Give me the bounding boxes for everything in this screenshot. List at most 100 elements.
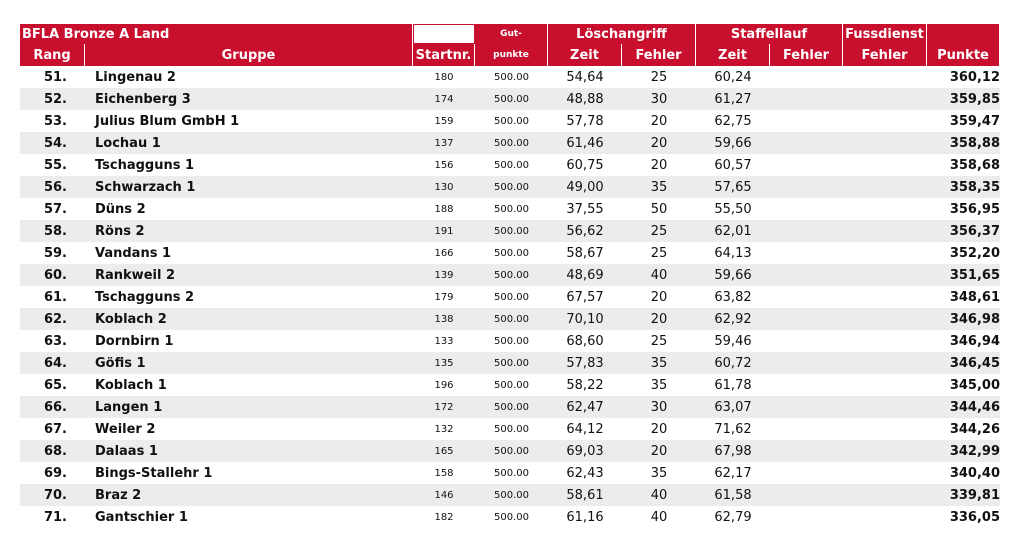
cell: Lochau 1 [95,135,161,151]
cell: 67. [43,421,67,437]
cell: 500.00 [494,489,529,501]
cell: 59,46 [714,333,752,349]
column-header: punkte [475,44,548,66]
cell: 165 [434,445,454,457]
cell: 359,85 [949,91,1000,107]
cell: Koblach 1 [95,377,167,393]
cell: 344,46 [949,399,1000,415]
cell: 137 [434,137,454,149]
cell: 360,12 [949,69,1000,85]
cell: 500.00 [494,401,529,413]
cell: 500.00 [494,423,529,435]
cell: 67,98 [714,443,752,459]
column-header: Fehler [622,44,696,66]
cell: Dornbirn 1 [95,333,174,349]
cell: 500.00 [494,291,529,303]
cell: Schwarzach 1 [95,179,196,195]
cell: 40 [650,267,668,283]
cell: Koblach 2 [95,311,167,327]
cell: 59. [43,245,67,261]
cell: 59,66 [714,267,752,283]
cell: 500.00 [494,379,529,391]
cell: Göfis 1 [95,355,146,371]
cell: 58,61 [566,487,604,503]
cell: 146 [434,489,454,501]
cell: 135 [434,357,454,369]
cell: 20 [650,135,668,151]
column-header: Startnr. [413,44,475,66]
cell: 500.00 [494,335,529,347]
cell: 50 [650,201,668,217]
cell: 500.00 [494,137,529,149]
cell: 51. [43,69,67,85]
column-header: Fehler [770,44,843,66]
cell: 71. [43,509,67,525]
cell: Röns 2 [95,223,145,239]
cell: 20 [650,157,668,173]
cell: 54,64 [566,69,604,85]
cell: Vandans 1 [95,245,172,261]
cell: 35 [650,355,668,371]
cell: 60. [43,267,67,283]
cell: 57,65 [714,179,752,195]
cell: 62,47 [566,399,604,415]
cell: 132 [434,423,454,435]
cell: 66. [43,399,67,415]
cell: 345,00 [949,377,1000,393]
cell: 59,66 [714,135,752,151]
cell: 64,13 [714,245,752,261]
cell: 500.00 [494,313,529,325]
cell: 62,17 [714,465,752,481]
cell: 62,79 [714,509,752,525]
cell: 182 [434,511,454,523]
cell: 71,62 [714,421,752,437]
cell: 61,78 [714,377,752,393]
cell: 500.00 [494,93,529,105]
cell: Bings-Stallehr 1 [95,465,213,481]
cell: 346,94 [949,333,1000,349]
cell: 500.00 [494,181,529,193]
cell: 62,92 [714,311,752,327]
cell: 358,35 [949,179,1000,195]
cell: 64. [43,355,67,371]
cell: 35 [650,465,668,481]
cell: 49,00 [566,179,604,195]
cell: 20 [650,113,668,129]
cell: 500.00 [494,269,529,281]
cell: Langen 1 [95,399,163,415]
cell: 35 [650,179,668,195]
cell: 61. [43,289,67,305]
cell: 61,58 [714,487,752,503]
punkte-header: Punkte [927,24,1000,66]
cell: 30 [650,91,668,107]
cell: 25 [650,333,668,349]
cell: 500.00 [494,159,529,171]
cell: 57,78 [566,113,604,129]
column-header: Zeit [696,44,770,66]
cell: Weiler 2 [95,421,156,437]
cell: 54. [43,135,67,151]
cell: Gantschier 1 [95,509,188,525]
cell: 48,88 [566,91,604,107]
cell: 359,47 [949,113,1000,129]
cell: Düns 2 [95,201,146,217]
group-header: Fussdienst [843,24,927,44]
cell: 25 [650,69,668,85]
cell: 188 [434,203,454,215]
cell: 70. [43,487,67,503]
cell: 352,20 [949,245,1000,261]
cell: 57. [43,201,67,217]
cell: Tschagguns 2 [95,289,195,305]
cell: Lingenau 2 [95,69,176,85]
cell: 30 [650,399,668,415]
cell: 500.00 [494,467,529,479]
cell: 358,68 [949,157,1000,173]
cell: 56. [43,179,67,195]
column-header: Gruppe [85,44,413,66]
cell: 336,05 [949,509,1000,525]
cell: 346,98 [949,311,1000,327]
cell: 174 [434,93,454,105]
cell: 69,03 [566,443,604,459]
row-shade [20,396,1000,418]
